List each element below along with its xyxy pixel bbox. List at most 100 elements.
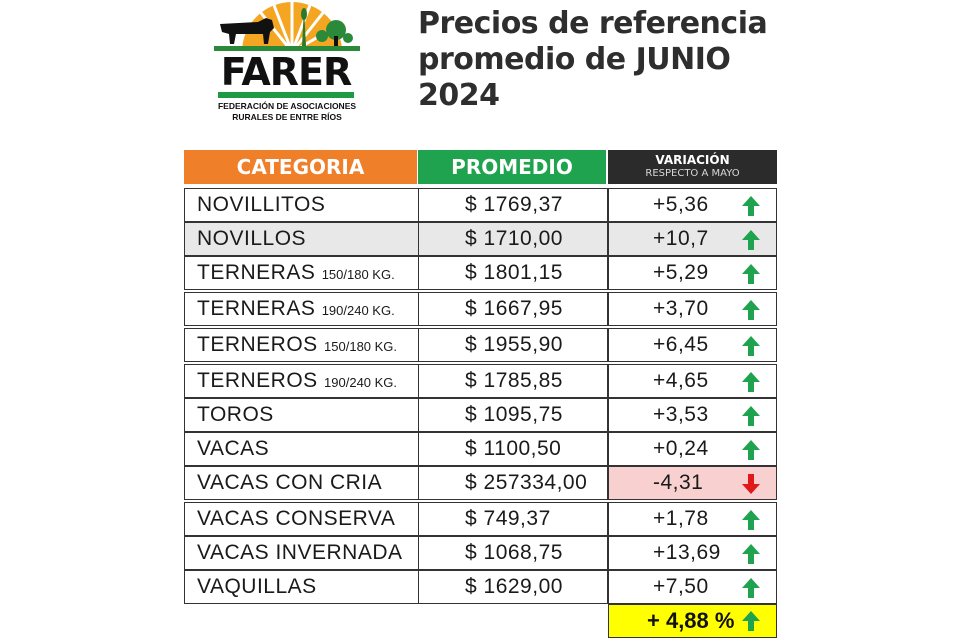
price-cell: $ 749,37 [418,502,608,536]
category-name: TOROS [197,403,274,426]
category-name: VACAS INVERNADA [197,541,403,564]
variation-value: +4,65 [653,369,709,392]
table-row: TERNERAS 150/180 KG. $ 1801,15 +5,29 [184,256,777,290]
variation-value: +1,78 [653,507,709,530]
category-cell: VAQUILLAS [184,570,418,604]
category-name: VACAS [197,437,270,460]
variation-cell: +0,24 [608,432,777,466]
arrow-up-icon [742,300,760,320]
table-row: VAQUILLAS $ 1629,00 +7,50 [184,570,777,604]
variation-value: +10,7 [653,227,709,250]
arrow-up-icon [742,440,760,460]
category-name: VAQUILLAS [197,575,317,598]
category-cell: TOROS [184,398,418,432]
page-title: Precios de referencia promedio de JUNIO … [418,6,778,114]
category-cell: TERNERAS 190/240 KG. [184,292,418,326]
arrow-up-icon [742,578,760,598]
variation-cell: +7,50 [608,570,777,604]
weight-range: 150/180 KG. [321,267,395,282]
logo-divider [218,92,354,98]
category-name: NOVILLITOS [197,193,326,216]
table-row: VACAS CONSERVA $ 749,37 +1,78 [184,502,777,536]
variation-value: +7,50 [653,575,709,598]
variation-value: +13,69 [653,541,721,564]
price-cell: $ 1667,95 [418,292,608,326]
variation-cell: +3,70 [608,292,777,326]
category-cell: VACAS [184,432,418,466]
title-line3: 2024 [418,78,500,113]
category-name: TERNERAS [197,297,316,320]
price-cell: $ 1629,00 [418,570,608,604]
arrow-up-icon [742,544,760,564]
price-cell: $ 1068,75 [418,536,608,570]
header-variation-label: VARIACIÓN [655,153,730,167]
title-line2: promedio de JUNIO [418,42,731,77]
weight-range: 190/240 KG. [321,303,395,318]
arrow-up-icon [742,230,760,250]
table-row: TERNEROS 190/240 KG. $ 1785,85 +4,65 [184,364,777,398]
price-cell: $ 1095,75 [418,398,608,432]
variation-value: +0,24 [653,437,709,460]
variation-cell: +1,78 [608,502,777,536]
header-category: CATEGORIA [184,150,417,184]
header-variation: VARIACIÓN RESPECTO A MAYO [608,150,777,184]
category-cell: NOVILLOS [184,222,418,256]
variation-value: -4,31 [653,471,704,494]
table-row: TERNEROS 150/180 KG. $ 1955,90 +6,45 [184,328,777,362]
variation-value: +5,36 [653,193,709,216]
table-row: NOVILLITOS $ 1769,37 +5,36 [184,188,777,222]
arrow-up-icon [742,611,760,631]
farer-logo: FARER FEDERACIÓN DE ASOCIACIONES RURALES… [214,0,360,128]
table-row: TERNERAS 190/240 KG. $ 1667,95 +3,70 [184,292,777,326]
arrow-down-icon [742,474,760,494]
weight-range: 190/240 KG. [324,375,398,390]
table-row: VACAS CON CRIA $ 257334,00 -4,31 [184,466,777,500]
logo-subtitle-line1: FEDERACIÓN DE ASOCIACIONES [217,101,357,111]
price-cell: $ 257334,00 [418,466,608,500]
category-name: VACAS CONSERVA [197,507,396,530]
arrow-up-icon [742,336,760,356]
variation-cell: +5,36 [608,188,777,222]
header-average-label: PROMEDIO [451,155,573,179]
price-cell: $ 1785,85 [418,364,608,398]
category-name: TERNEROS [197,333,318,356]
category-cell: VACAS INVERNADA [184,536,418,570]
price-cell: $ 1100,50 [418,432,608,466]
table-row: VACAS INVERNADA $ 1068,75 +13,69 [184,536,777,570]
price-cell: $ 1710,00 [418,222,608,256]
category-cell: TERNEROS 150/180 KG. [184,328,418,362]
table-row: VACAS $ 1100,50 +0,24 [184,432,777,466]
header-average: PROMEDIO [418,150,606,184]
table-row: NOVILLOS $ 1710,00 +10,7 [184,222,777,256]
category-cell: TERNERAS 150/180 KG. [184,256,418,290]
variation-value: +3,70 [653,297,709,320]
category-cell: NOVILLITOS [184,188,418,222]
logo-name: FARER [220,50,353,94]
category-name: VACAS CON CRIA [197,471,383,494]
arrow-up-icon [742,406,760,426]
logo-emblem [214,0,360,56]
variation-value: +3,53 [653,403,709,426]
arrow-up-icon [742,264,760,284]
variation-cell: +10,7 [608,222,777,256]
variation-cell: -4,31 [608,466,777,500]
category-name: TERNERAS [197,261,316,284]
table-row: TOROS $ 1095,75 +3,53 [184,398,777,432]
variation-value: +6,45 [653,333,709,356]
arrow-up-icon [742,510,760,530]
category-cell: VACAS CONSERVA [184,502,418,536]
total-variation: + 4,88 % [608,604,777,638]
arrow-up-icon [742,196,760,216]
category-cell: TERNEROS 190/240 KG. [184,364,418,398]
logo-subtitle-line2: RURALES DE ENTRE RÍOS [232,112,342,122]
price-cell: $ 1801,15 [418,256,608,290]
variation-cell: +6,45 [608,328,777,362]
header-variation-sublabel: RESPECTO A MAYO [645,168,740,179]
category-name: NOVILLOS [197,227,307,250]
category-cell: VACAS CON CRIA [184,466,418,500]
variation-cell: +3,53 [608,398,777,432]
variation-value: +5,29 [653,261,709,284]
price-cell: $ 1769,37 [418,188,608,222]
header-category-label: CATEGORIA [236,155,365,179]
title-line1: Precios de referencia [418,6,768,41]
